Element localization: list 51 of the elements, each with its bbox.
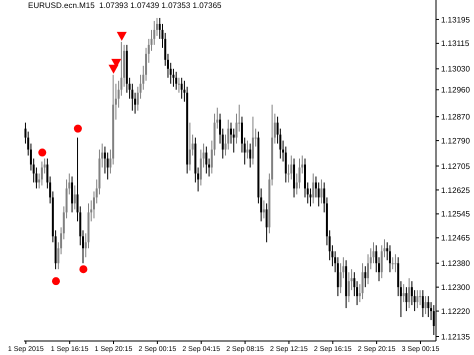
candlestick bbox=[175, 71, 178, 90]
y-tick-label: 1.12705 bbox=[441, 162, 470, 171]
y-tick-label: 1.12300 bbox=[441, 283, 470, 292]
point bbox=[74, 124, 82, 133]
candlestick bbox=[205, 146, 208, 174]
candlestick bbox=[188, 122, 191, 171]
candlestick bbox=[416, 290, 418, 309]
y-tick-label: 1.12790 bbox=[441, 136, 470, 146]
y-tick-label: 1.12960 bbox=[441, 86, 470, 95]
point bbox=[79, 265, 88, 274]
y-tick-label: 1.12625 bbox=[441, 186, 470, 195]
candlestick bbox=[427, 296, 430, 318]
candlestick bbox=[362, 262, 364, 300]
y-tick-label: 1.12870 bbox=[441, 112, 470, 122]
candlestick bbox=[249, 143, 252, 168]
candlestick bbox=[388, 244, 391, 273]
candlestick bbox=[408, 278, 410, 309]
candlestick bbox=[293, 158, 296, 198]
candlestick bbox=[246, 140, 248, 160]
point bbox=[52, 277, 60, 286]
candlestick bbox=[348, 272, 350, 303]
candlestick bbox=[262, 200, 265, 219]
candlestick bbox=[178, 77, 180, 94]
y-tick-label: 1.12380 bbox=[441, 259, 470, 268]
candlestick bbox=[419, 290, 422, 306]
candlestick bbox=[180, 77, 183, 100]
point bbox=[116, 32, 127, 41]
chart-title: EURUSD.ecn.M15 1.07393 1.07439 1.07353 1.07365 bbox=[28, 1, 222, 10]
candlestick bbox=[71, 176, 74, 213]
candlestick bbox=[312, 172, 314, 204]
candlestick bbox=[402, 284, 405, 303]
y-tick-label: 1.12545 bbox=[441, 210, 470, 219]
y-tick-label: 1.13030 bbox=[441, 64, 470, 74]
point bbox=[38, 148, 46, 157]
candlestick bbox=[290, 155, 292, 180]
y-tick-label: 1.12465 bbox=[441, 234, 470, 243]
candlestick bbox=[74, 184, 76, 210]
y-tick-label: 1.12135 bbox=[441, 332, 470, 342]
candlestick bbox=[394, 254, 396, 273]
candlestick bbox=[252, 116, 254, 166]
candlestick bbox=[405, 286, 408, 312]
candlestick bbox=[392, 256, 394, 270]
candlestick bbox=[266, 202, 268, 243]
candlestick bbox=[364, 266, 366, 288]
candlestick bbox=[422, 290, 424, 318]
candlestick bbox=[320, 178, 322, 204]
y-tick-label: 1.12220 bbox=[441, 306, 470, 316]
y-tick-label: 1.13195 bbox=[441, 15, 470, 24]
y-tick-label: 1.13115 bbox=[441, 39, 470, 48]
candlestick bbox=[40, 161, 43, 186]
candlestick bbox=[424, 296, 427, 315]
